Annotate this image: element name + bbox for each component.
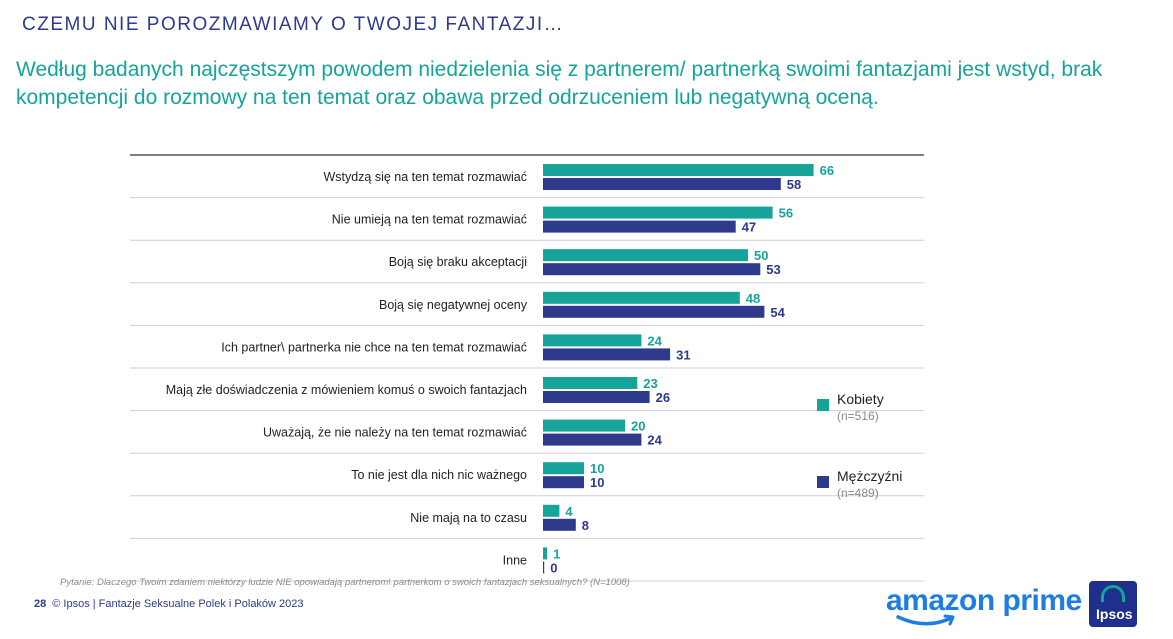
data-label-kobiety: 50 [754,248,768,263]
category-label: Mają złe doświadczenia z mówieniem komuś… [166,383,527,397]
bar-kobiety [543,291,740,304]
data-label-mezczyzni: 0 [550,560,557,575]
category-label: Uważają, że nie należy na ten temat rozm… [263,426,527,440]
bar-kobiety [543,249,748,262]
data-label-mezczyzni: 47 [742,220,756,235]
bar-mezczyzni [543,391,650,403]
bar-mezczyzni [543,476,584,489]
data-label-kobiety: 48 [746,291,760,306]
bar-mezczyzni [543,518,576,531]
bar-kobiety [543,547,548,560]
category-label: Nie umieją na ten temat rozmawiać [332,213,527,227]
footer-text: © Ipsos | Fantazje Seksualne Polek i Pol… [52,598,304,610]
page-number: 28 [34,598,47,610]
legend-label-kobiety: Kobiety [837,391,884,407]
data-label-kobiety: 10 [590,461,604,476]
bar-mezczyzni [543,178,781,190]
data-label-mezczyzni: 53 [766,262,780,277]
bar-kobiety [543,419,625,432]
data-label-mezczyzni: 31 [676,347,690,362]
amazon-smile-icon [896,614,955,626]
data-label-mezczyzni: 54 [770,305,785,320]
data-label-kobiety: 24 [647,333,662,348]
bar-mezczyzni [543,263,761,276]
ipsos-logo-text: Ipsos [1096,606,1133,622]
legend-n-mezczyzni: (n=489) [837,486,879,500]
bar-kobiety [543,334,642,347]
data-label-mezczyzni: 26 [656,390,670,405]
data-label-mezczyzni: 10 [590,475,604,490]
amazon-prime-logo: amazon prime [886,584,1082,617]
data-label-mezczyzni: 8 [582,518,589,533]
bar-mezczyzni [543,220,736,233]
category-label: To nie jest dla nich nic ważnego [351,468,527,482]
category-label: Boją się negatywnej oceny [379,298,528,312]
legend-swatch-mezczyzni [817,476,829,488]
bar-kobiety [543,164,814,176]
legend-swatch-kobiety [817,399,829,411]
footer: 28 © Ipsos | Fantazje Seksualne Polek i P… [34,598,304,610]
page-header: CZEMU NIE POROZMAWIAMY O TWOJEJ FANTAZJI… [22,14,565,35]
data-label-kobiety: 23 [643,376,657,391]
category-label: Boją się braku akceptacji [389,255,527,269]
legend-n-kobiety: (n=516) [837,409,879,423]
data-label-kobiety: 1 [553,546,560,561]
category-label: Ich partner\ partnerka nie chce na ten t… [221,340,527,354]
legend-label-mezczyzni: Mężczyźni [837,468,903,484]
data-label-kobiety: 66 [820,163,834,178]
category-label: Inne [503,553,527,567]
bar-mezczyzni [543,305,765,318]
bar-mezczyzni [543,433,642,446]
data-label-kobiety: 4 [565,504,573,519]
bar-kobiety [543,504,560,517]
data-label-mezczyzni: 24 [647,433,662,448]
data-label-mezczyzni: 58 [787,177,801,192]
question-footnote: Pytanie: Dlaczego Twoim zdaniem niektórz… [60,577,630,588]
bar-kobiety [543,377,638,389]
category-label: Wstydzą się na ten temat rozmawiać [323,170,527,184]
bar-kobiety [543,206,773,219]
bar-kobiety [543,462,584,475]
data-label-kobiety: 20 [631,419,645,434]
ipsos-arc-icon [1101,585,1125,602]
bar-mezczyzni [543,348,671,361]
bar-mezczyzni [543,561,545,574]
page-subtitle: Według badanych najczęstszym powodem nie… [16,58,1103,109]
category-label: Nie mają na to czasu [410,511,527,525]
data-label-kobiety: 56 [779,206,793,221]
